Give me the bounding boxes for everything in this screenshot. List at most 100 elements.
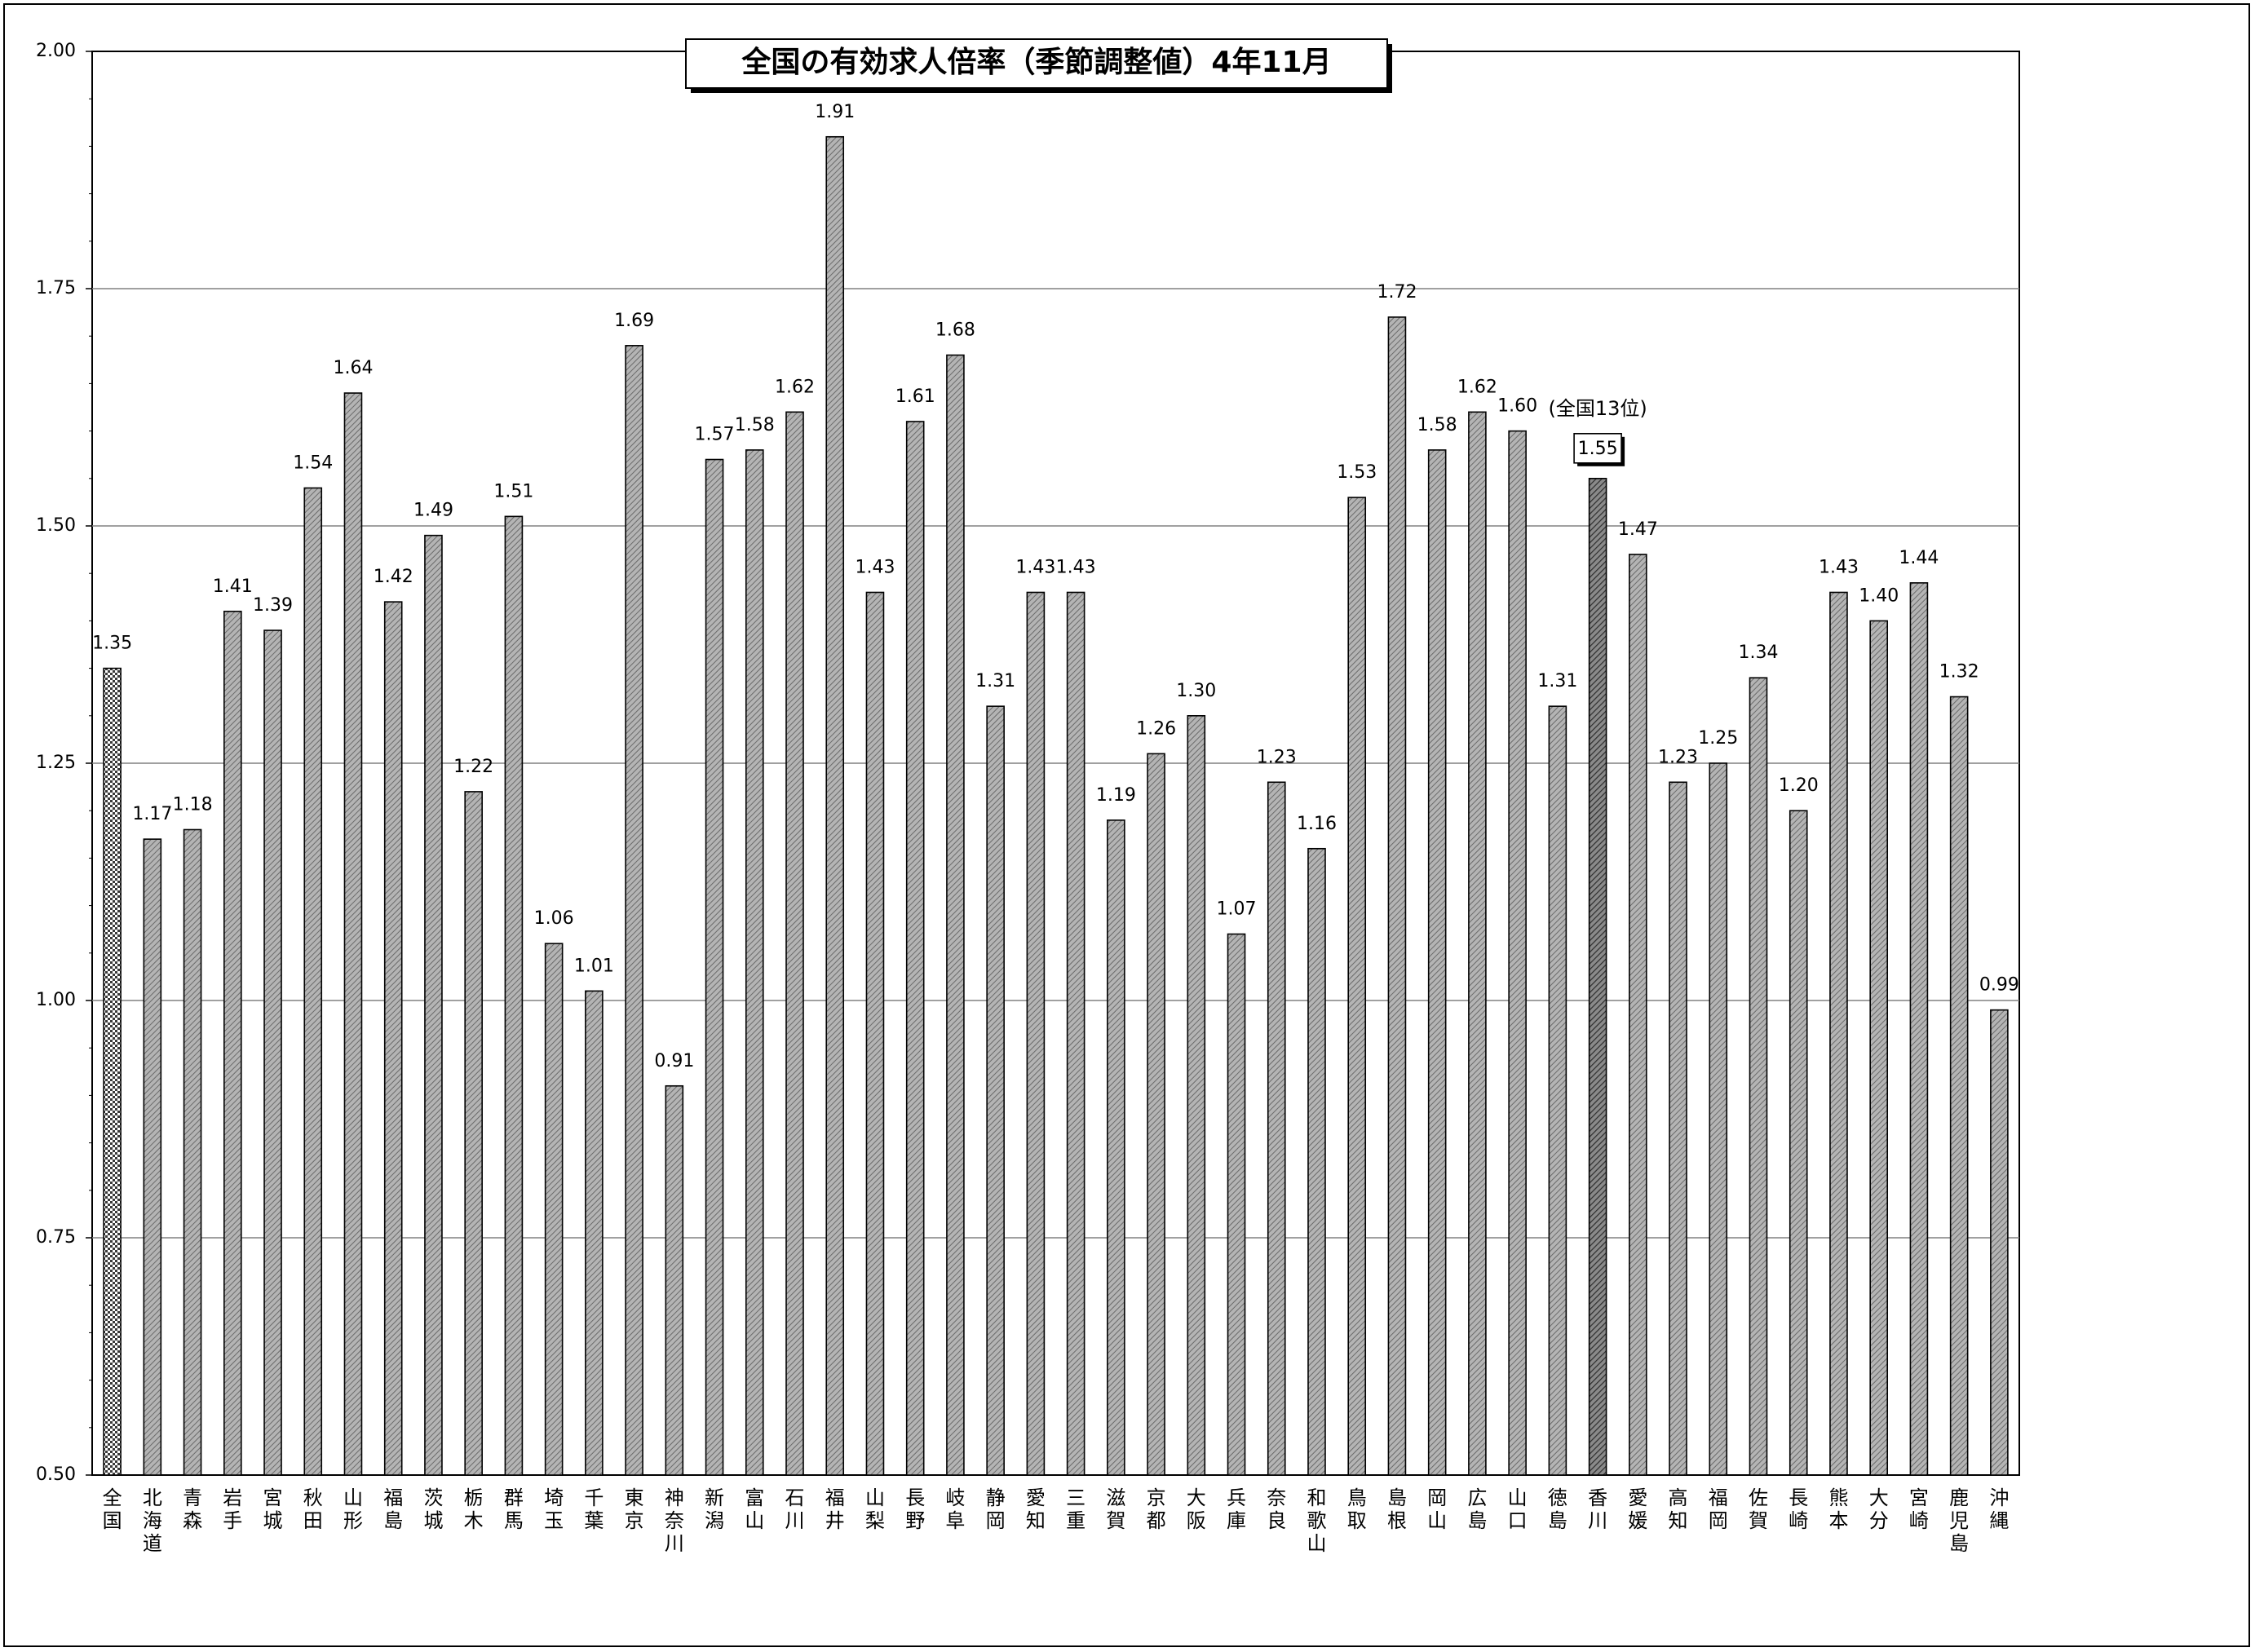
x-tick-label: 福島 xyxy=(383,1486,403,1532)
chart-title: 全国の有効求人倍率（季節調整値）4年11月 xyxy=(741,45,1331,79)
bar-長崎 xyxy=(1789,810,1808,1476)
bar-chart: 0.500.751.001.251.501.752.00 1.351.17 1.1… xyxy=(36,38,2020,1555)
x-tick-label: 岐阜 xyxy=(945,1486,965,1532)
x-tick-label: 神奈川 xyxy=(665,1486,684,1555)
value-label: 1.58 xyxy=(1417,415,1457,435)
value-label: 1.44 xyxy=(1899,548,1939,568)
x-tick-label: 北海道 xyxy=(143,1486,162,1555)
bar-広島 xyxy=(1468,411,1487,1476)
x-tick-label: 長野 xyxy=(905,1486,925,1532)
bar-高知 xyxy=(1669,781,1687,1476)
value-label: 1.55 xyxy=(1578,439,1618,459)
bar-山口 xyxy=(1508,430,1527,1476)
bar-静岡 xyxy=(986,705,1005,1476)
x-tick-label: 青森 xyxy=(183,1486,202,1532)
value-label: 1.43 xyxy=(855,557,895,577)
y-tick-label: 2.00 xyxy=(36,41,76,61)
value-label: 1.62 xyxy=(775,377,815,397)
value-label: 1.19 xyxy=(1096,785,1136,806)
bar-群馬 xyxy=(504,515,524,1476)
x-tick-label: 岡山 xyxy=(1427,1486,1447,1532)
value-labels: 1.35 1.17 1.18 1.411.39 1.54 1.64 1.42 1.49 1.22… xyxy=(92,102,2019,1071)
x-tick-label: 宮城 xyxy=(263,1486,283,1532)
x-tick-label: 奈良 xyxy=(1267,1486,1286,1532)
x-tick-label: 愛媛 xyxy=(1628,1486,1647,1532)
y-tick-label: 1.00 xyxy=(36,990,76,1010)
bar-長野 xyxy=(905,421,925,1476)
value-label: 1.60 xyxy=(1497,396,1537,417)
x-tick-label: 埼玉 xyxy=(544,1486,564,1532)
value-label: 1.51 xyxy=(493,481,533,501)
bar-京都 xyxy=(1147,753,1165,1476)
x-tick-label: 静岡 xyxy=(986,1486,1006,1532)
x-tick-label: 広島 xyxy=(1467,1486,1487,1532)
bar-埼玉 xyxy=(544,943,564,1476)
bar-愛媛 xyxy=(1629,554,1647,1476)
bar-香川 xyxy=(1588,477,1607,1476)
bar-千葉 xyxy=(585,990,604,1476)
bars xyxy=(103,135,2009,1476)
y-tick-label: 0.75 xyxy=(36,1227,76,1248)
bar-福島 xyxy=(383,601,403,1476)
bar-福井 xyxy=(825,135,845,1476)
value-label: 1.26 xyxy=(1136,718,1176,739)
x-tick-label: 福井 xyxy=(825,1486,845,1532)
value-label: 1.58 xyxy=(735,415,775,435)
value-label: 1.01 xyxy=(574,956,614,976)
x-tick-label: 岩手 xyxy=(223,1486,242,1532)
bar-福岡 xyxy=(1709,762,1728,1476)
bar-佐賀 xyxy=(1749,677,1768,1476)
rank-annotation: (全国13位) xyxy=(1548,397,1647,420)
x-tick-label: 茨城 xyxy=(423,1486,443,1532)
value-label: 0.99 xyxy=(1979,975,2019,996)
x-tick-label: 沖縄 xyxy=(1989,1486,2009,1532)
value-label: 1.31 xyxy=(1537,671,1577,691)
value-label: 1.57 xyxy=(695,425,735,445)
bar-栃木 xyxy=(464,791,483,1476)
x-tick-label: 長崎 xyxy=(1789,1486,1808,1532)
bar-岡山 xyxy=(1427,449,1447,1476)
value-label: 1.32 xyxy=(1939,662,1979,682)
x-tick-label: 東京 xyxy=(625,1486,644,1532)
x-tick-label: 和歌山 xyxy=(1307,1486,1326,1555)
y-axis: 0.50 0.75 1.00 1.25 1.50 1.75 2.00 xyxy=(36,41,92,1485)
value-label: 1.40 xyxy=(1859,585,1899,606)
x-tick-label: 三重 xyxy=(1066,1486,1085,1532)
value-label: 1.61 xyxy=(895,386,935,407)
value-label: 1.06 xyxy=(534,908,574,929)
value-label: 1.43 xyxy=(1015,557,1055,577)
value-label: 1.30 xyxy=(1176,681,1216,701)
bar-岐阜 xyxy=(946,354,965,1476)
x-tick-label: 石川 xyxy=(785,1486,805,1532)
value-label: 1.43 xyxy=(1056,557,1096,577)
x-tick-label: 島根 xyxy=(1387,1486,1407,1532)
value-label: 1.18 xyxy=(173,794,213,815)
x-tick-label: 佐賀 xyxy=(1749,1486,1768,1532)
value-label: 1.39 xyxy=(253,595,293,616)
x-tick-label: 鹿児島 xyxy=(1949,1486,1969,1555)
x-tick-label: 徳島 xyxy=(1548,1486,1567,1532)
value-label: 1.69 xyxy=(614,311,654,331)
bar-鹿児島 xyxy=(1949,696,1969,1476)
value-label: 1.23 xyxy=(1658,747,1698,767)
bar-兵庫 xyxy=(1227,933,1246,1476)
value-label: 1.49 xyxy=(413,501,453,521)
bar-三重 xyxy=(1066,591,1085,1476)
bar-徳島 xyxy=(1548,705,1567,1476)
x-tick-label: 富山 xyxy=(745,1486,764,1532)
bar-青森 xyxy=(183,828,202,1476)
x-tick-label: 香川 xyxy=(1588,1486,1607,1532)
bar-茨城 xyxy=(424,534,443,1476)
x-tick-label: 熊本 xyxy=(1828,1486,1848,1532)
x-tick-label: 山口 xyxy=(1508,1486,1528,1532)
bar-島根 xyxy=(1387,316,1407,1476)
value-label: 1.07 xyxy=(1217,899,1257,920)
x-tick-label: 群馬 xyxy=(504,1486,524,1532)
x-tick-label: 京都 xyxy=(1147,1486,1166,1532)
bar-神奈川 xyxy=(665,1084,684,1476)
bar-愛知 xyxy=(1026,591,1046,1476)
x-tick-label: 新潟 xyxy=(705,1486,724,1532)
bar-奈良 xyxy=(1267,781,1286,1476)
value-label: 1.72 xyxy=(1377,282,1417,303)
